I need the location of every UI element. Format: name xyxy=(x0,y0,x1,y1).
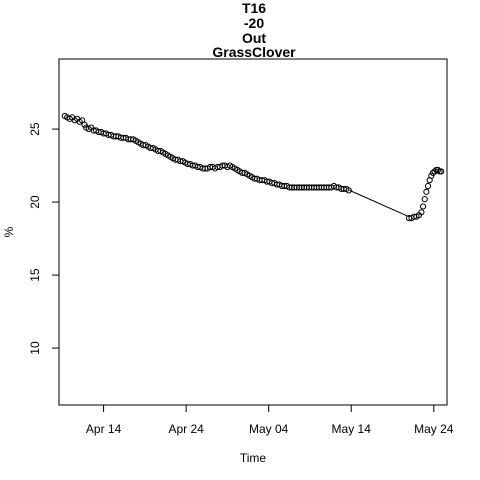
data-point xyxy=(345,187,352,194)
data-point xyxy=(421,196,428,203)
chart-title-line-1: T16 xyxy=(242,0,266,16)
x-tick-label: Apr 14 xyxy=(86,422,122,436)
gap-connector-line xyxy=(349,189,410,218)
x-axis: Apr 14 Apr 24 May 04 May 14 May 24 xyxy=(86,404,454,436)
chart-title-line-2: -20 xyxy=(244,15,264,31)
data-series xyxy=(61,112,445,222)
y-tick-label: 15 xyxy=(28,268,42,282)
x-tick-label: Apr 24 xyxy=(168,422,204,436)
chart-title-line-4: GrassClover xyxy=(212,44,296,60)
x-tick-label: May 04 xyxy=(249,422,289,436)
data-point xyxy=(419,203,427,210)
data-point xyxy=(424,182,432,190)
data-point xyxy=(418,209,425,216)
data-point xyxy=(434,166,442,174)
data-point xyxy=(438,168,445,175)
chart-title: T16 -20 Out GrassClover xyxy=(212,0,296,60)
chart-title-line-3: Out xyxy=(242,30,266,46)
x-tick-label: May 24 xyxy=(414,422,454,436)
data-point xyxy=(423,188,430,195)
plot-frame xyxy=(58,58,448,406)
x-axis-label: Time xyxy=(240,451,267,465)
y-tick-label: 20 xyxy=(28,195,42,209)
y-axis: 10 15 20 25 xyxy=(28,122,60,355)
x-tick-label: May 14 xyxy=(332,422,372,436)
y-axis-label: % xyxy=(2,226,16,237)
y-tick-label: 25 xyxy=(28,122,42,136)
y-tick-label: 10 xyxy=(28,341,42,355)
